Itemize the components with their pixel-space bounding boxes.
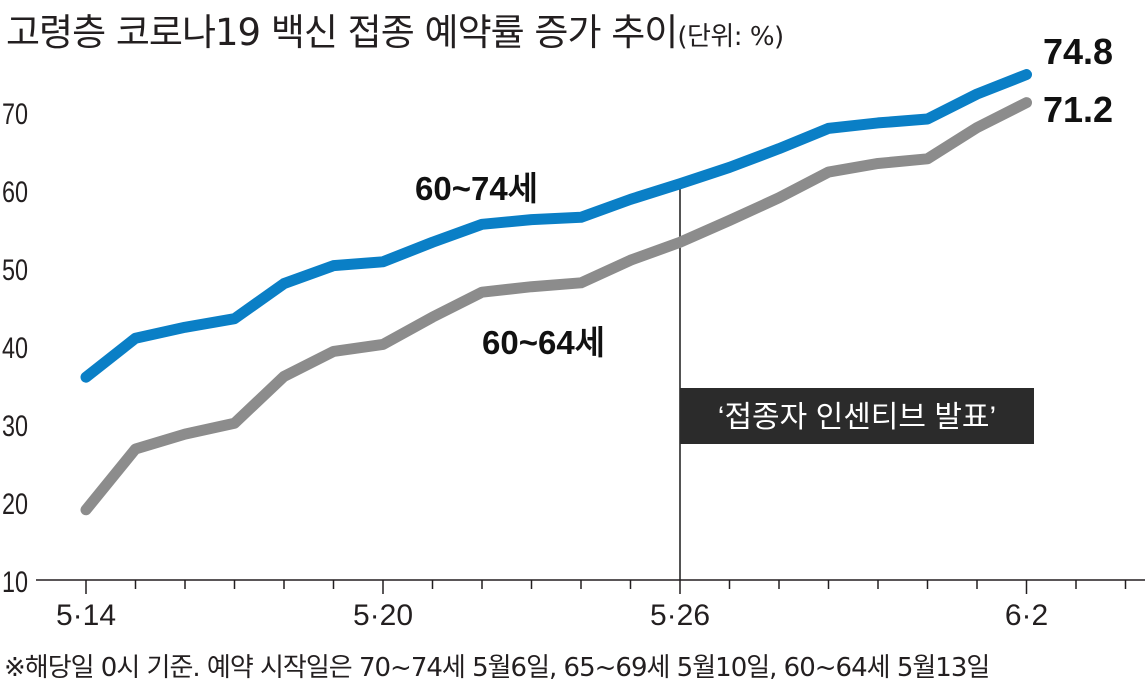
x-tick-label: 5·20 bbox=[353, 599, 413, 632]
y-tick-label: 20 bbox=[2, 487, 28, 520]
y-tick-label: 60 bbox=[2, 175, 28, 208]
y-tick-label: 50 bbox=[2, 253, 28, 286]
chart-footnote: ※해당일 0시 기준. 예약 시작일은 70~74세 5월6일, 65~69세 … bbox=[4, 653, 990, 683]
series-line-60-74 bbox=[80, 69, 1032, 383]
annotation-label: ‘접종자 인센티브 발표’ bbox=[718, 401, 996, 434]
end-value-60-64: 71.2 bbox=[1043, 89, 1113, 130]
chart-title: 고령층 코로나19 백신 접종 예약률 증가 추이 bbox=[6, 11, 678, 54]
series-line-60-64 bbox=[80, 97, 1032, 516]
x-tick-label: 5·26 bbox=[650, 599, 710, 632]
x-tick-label: 6·2 bbox=[1005, 599, 1048, 632]
annotation-box bbox=[680, 388, 1034, 444]
series-label-60-74: 60~74세 bbox=[415, 170, 538, 207]
y-tick-label: 40 bbox=[2, 331, 28, 364]
series-label-60-64: 60~64세 bbox=[482, 324, 605, 361]
y-tick-label: 10 bbox=[2, 565, 28, 598]
end-value-60-74: 74.8 bbox=[1043, 31, 1113, 72]
chart-title-block: 고령층 코로나19 백신 접종 예약률 증가 추이(단위: %) bbox=[6, 2, 784, 56]
x-tick-label: 5·14 bbox=[56, 599, 116, 632]
chart-unit: (단위: %) bbox=[677, 22, 784, 52]
y-tick-label: 70 bbox=[2, 97, 28, 130]
y-tick-label: 30 bbox=[2, 409, 28, 442]
